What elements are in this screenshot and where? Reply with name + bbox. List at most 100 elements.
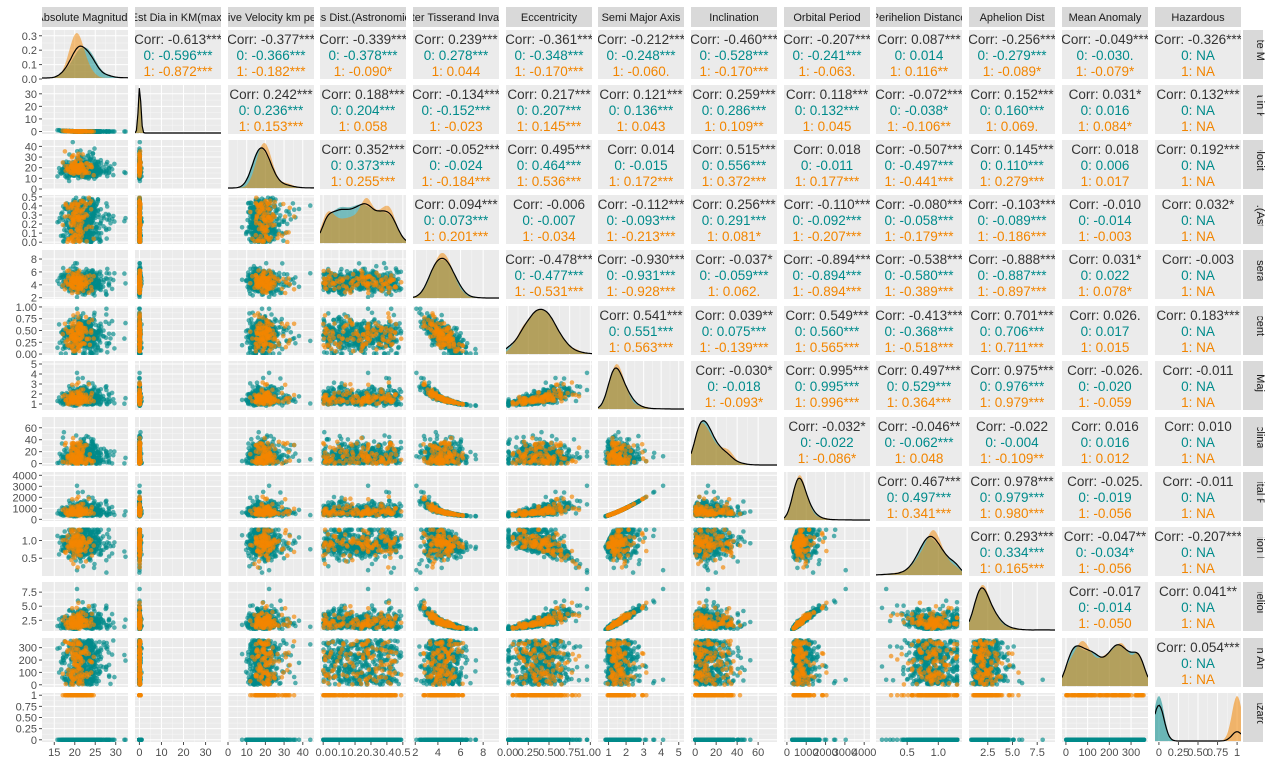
column-strip-label: Jupiter Tisserand Invariant	[391, 12, 520, 24]
corr-total-label: Corr: 0.188***	[321, 87, 405, 102]
corr-group1-label: 1: -0.213***	[606, 229, 676, 244]
corr-group1-label: 1: 0.177***	[795, 174, 860, 189]
corr-panel: Corr: -0.339***0: -0.378***1: -0.090*	[319, 30, 408, 79]
scatter-point-group1	[89, 278, 94, 283]
row-strip-label: Mean Anomaly	[1254, 626, 1266, 699]
corr-group0-label: 0: 0.236***	[239, 103, 304, 118]
scatter-point-group1	[76, 286, 81, 291]
corr-total-label: Corr: -0.256***	[968, 32, 1057, 47]
column-strip-label: Est Dia in KM(max)	[131, 12, 226, 24]
scatter-point-group1	[91, 173, 96, 178]
corr-panel: Corr: -0.080***0: -0.058***1: -0.179***	[875, 195, 964, 244]
corr-total-label: Corr: 0.118***	[786, 87, 869, 102]
scatter-point-group0	[285, 222, 290, 227]
corr-group0-label: 0: -0.378***	[328, 48, 398, 63]
corr-panel: Corr: 0.259***0: 0.286***1: 0.109**	[691, 85, 777, 134]
corr-total-label: Corr: -0.049***	[1061, 32, 1150, 47]
corr-total-label: Corr: -0.134***	[412, 87, 501, 102]
corr-total-label: Corr: 0.121***	[599, 87, 683, 102]
scatter-point-group1	[270, 223, 275, 228]
scatter-point-group1	[88, 201, 93, 206]
corr-group1-label: 1: 0.017	[1081, 174, 1130, 189]
corr-panel: Corr: 0.118***0: 0.132***1: 0.045	[784, 85, 870, 134]
scatter-point-group0	[287, 212, 292, 217]
corr-total-label: Corr: -0.361***	[505, 32, 594, 47]
corr-group0-label: 0: -0.058***	[884, 213, 954, 228]
corr-group1-label: 1: -0.170***	[514, 64, 584, 79]
scatter-point-group0	[105, 267, 110, 272]
corr-total-label: Corr: 0.217***	[507, 87, 591, 102]
scatter-point-group1	[77, 168, 82, 173]
corr-panel: Corr: -0.361***0: -0.348***1: -0.170***	[505, 30, 594, 79]
corr-total-label: Corr: 0.259***	[692, 87, 776, 102]
corr-group1-label: 1: -0.170***	[699, 64, 769, 79]
corr-total-label: Corr: -0.110***	[784, 197, 872, 212]
scatter-point-group1	[138, 165, 143, 170]
scatter-point-group1	[61, 160, 66, 165]
scatter-point-group0	[107, 213, 112, 218]
scatter-point-group0	[91, 212, 96, 217]
scatter-point-group0	[107, 170, 112, 175]
corr-group0-label: 0: -0.093***	[606, 213, 676, 228]
corr-group1-label: 1: -0.182***	[236, 64, 306, 79]
scatter-point-group0	[98, 270, 103, 275]
scatter-point-group1	[76, 163, 81, 168]
panel-grid	[320, 195, 406, 244]
scatter-point-group0	[57, 216, 62, 221]
scatter-point-group0	[277, 223, 282, 228]
corr-group1-label: 1: -0.079*	[1076, 64, 1135, 79]
scatter-point-group0	[55, 279, 60, 284]
scatter-point-group1	[271, 213, 276, 218]
scatter-point-group0	[122, 129, 127, 134]
corr-group1-label: 1: 0.372***	[702, 174, 767, 189]
corr-group1-label: 1: 0.043	[617, 119, 666, 134]
scatter-point-group1	[76, 226, 81, 231]
scatter-point-group0	[74, 196, 79, 201]
scatter-point-group1	[66, 205, 71, 210]
corr-group0-label: 0: 0.160***	[980, 103, 1045, 118]
scatter-point-group1	[285, 240, 290, 245]
panel-grid	[42, 195, 128, 244]
scatter-point-group0	[112, 271, 117, 276]
corr-group0-label: 0: 0.373***	[331, 158, 396, 173]
scatter-point-group1	[85, 161, 90, 166]
scatter-point-group0	[75, 261, 80, 266]
scatter-point-group0	[112, 129, 117, 134]
corr-group0-label: 0: NA	[1181, 213, 1215, 228]
corr-group1-label: 1: 0.109**	[704, 119, 764, 134]
corr-group1-label: 1: 0.116**	[890, 64, 949, 79]
scatter-point-group0	[104, 236, 109, 241]
corr-total-label: Corr: -0.507***	[875, 142, 964, 157]
corr-panel: Corr: 0.217***0: 0.207***1: 0.145***	[506, 85, 592, 134]
column-strip-label: Eccentricity	[521, 12, 578, 24]
scatter-point-group1	[76, 152, 81, 157]
corr-group0-label: 0: 0.286***	[702, 103, 767, 118]
corr-total-label: Corr: -0.103***	[968, 197, 1057, 212]
column-strip-label: Mean Anomaly	[1069, 12, 1142, 24]
corr-group0-label: 0: 0.291***	[702, 213, 767, 228]
panel-background	[135, 250, 221, 299]
scatter-point-group0	[94, 225, 99, 230]
scatter-point-group1	[66, 167, 71, 172]
corr-group1-label: 1: 0.153***	[239, 119, 304, 134]
scatter-point-group0	[138, 140, 143, 145]
corr-total-label: Corr: -0.613***	[134, 32, 223, 47]
corr-group1-label: 1: -0.003	[1078, 229, 1131, 244]
corr-total-label: Corr: 0.352***	[321, 142, 405, 157]
corr-group0-label: 0: -0.024	[429, 158, 483, 173]
corr-total-label: Corr: 0.032*	[1162, 197, 1236, 212]
corr-total-label: Corr: 0.239***	[414, 32, 498, 47]
scatter-point-group1	[138, 214, 143, 219]
corr-group1-label: 1: -0.207***	[792, 229, 862, 244]
scatter-point-group0	[112, 162, 117, 167]
corr-group0-label: 0: 0.132***	[795, 103, 860, 118]
corr-group1-label: 1: NA	[1181, 174, 1215, 189]
corr-group1-label: 1: -0.090*	[334, 64, 393, 79]
scatter-point-group1	[63, 287, 68, 292]
scatter-point-group1	[137, 155, 142, 160]
scatter-point-group1	[281, 202, 286, 207]
